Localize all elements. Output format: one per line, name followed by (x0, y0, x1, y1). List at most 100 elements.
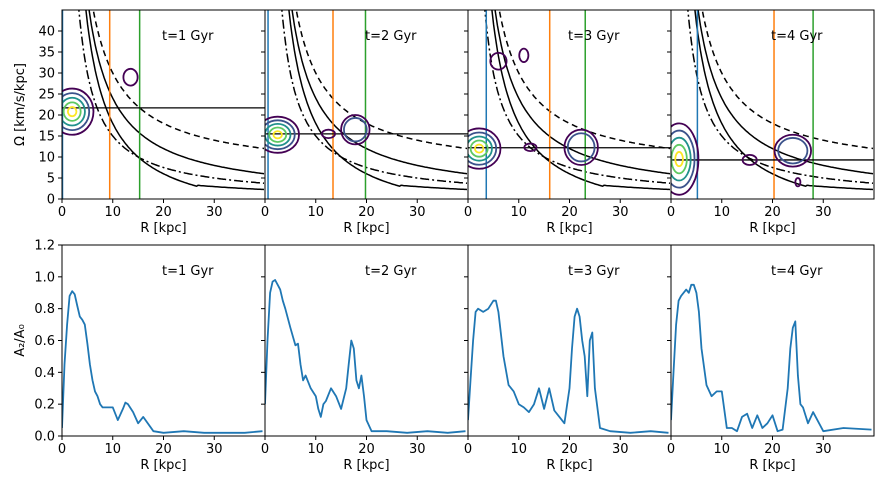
omega-panel-3-contour-blob-high-2-1 (518, 47, 530, 63)
omega-panel-4-xtick-label: 10 (713, 205, 730, 220)
a2-panel-3-xtick-label: 0 (464, 442, 472, 457)
omega-panel-1-omega-minus-kappa-curve (85, 10, 265, 191)
a2-panel-1-ytick-label: 0.8 (34, 302, 55, 317)
omega-panel-4-contour-bar-2 (671, 129, 696, 189)
a2-panel-2-xtick-label: 20 (358, 442, 375, 457)
a2-panel-1-title: t=1 Gyr (162, 264, 214, 279)
omega-panel-1-ytick-label: 5 (47, 172, 55, 187)
omega-panel-1-omega-minus-kappa-half-curve (78, 10, 265, 184)
a2-panel-4-title: t=4 Gyr (771, 264, 823, 279)
omega-panel-2-xtick-label: 0 (261, 205, 269, 220)
a2-panel-4-xtick-label: 10 (713, 442, 730, 457)
omega-panel-1-ytick-label: 0 (47, 193, 55, 208)
omega-panel-4-xtick-label: 0 (667, 205, 675, 220)
omega-panel-1-contour-bar-3 (62, 96, 86, 127)
omega-panel-3-contour-bar-5 (474, 143, 485, 154)
omega-panel-3-contour-blob-high-1 (489, 51, 508, 71)
omega-panel-2-omega-minus-kappa-half-curve (281, 10, 468, 184)
a2-panel-1-xlabel: R [kpc] (140, 458, 186, 473)
omega-panel-3-omega-curve (494, 10, 671, 175)
omega-panel-1-contour-bar-4 (62, 101, 82, 122)
a2-panel-2-xtick-label: 0 (261, 442, 269, 457)
a2-panel-3-xtick-label: 20 (561, 442, 578, 457)
a2-panel-3-a2-line (468, 299, 669, 434)
omega-panel-3-contour-bar-3 (468, 135, 493, 162)
omega-panel-1-contour-bar-5 (66, 106, 78, 118)
omega-panel-3-plot-area (468, 10, 671, 199)
omega-panel-4-contour-bar-4 (671, 143, 688, 175)
omega-panel-3-contour-ring-1 (563, 128, 599, 166)
omega-panel-3-xlabel: R [kpc] (546, 221, 592, 236)
omega-panel-1-ytick-label: 10 (38, 151, 55, 166)
a2-panel-4-a2-line (671, 283, 872, 433)
omega-panel-4-contour-blob-1 (741, 154, 758, 166)
a2-panel-1-ytick-label: 0.6 (34, 334, 55, 349)
omega-panel-1-plot-area (62, 10, 265, 199)
omega-panel-1-contour-bar-1 (62, 87, 95, 136)
a2-panel-3-xtick-label: 10 (510, 442, 527, 457)
a2-panel-1-ylabel: A₂/A₀ (13, 324, 28, 357)
omega-panel-2-omega-plus-kappa-curve (295, 10, 468, 150)
a2-panel-2-xlabel: R [kpc] (343, 458, 389, 473)
omega-panel-1-xtick-label: 30 (206, 205, 223, 220)
omega-panel-1-title: t=1 Gyr (162, 29, 214, 44)
omega-panel-1-ytick-label: 20 (38, 109, 55, 124)
omega-panel-2-contour-ring-1 (340, 114, 371, 146)
a2-panel-2-a2-line (265, 279, 466, 434)
a2-panel-1-ytick-label: 0.4 (34, 366, 55, 381)
omega-panel-1-ytick-label: 15 (38, 130, 55, 145)
omega-panel-3-omega-plus-kappa-curve (498, 10, 671, 150)
a2-panel-2-title: t=2 Gyr (365, 264, 417, 279)
omega-panel-2-title: t=2 Gyr (365, 29, 417, 44)
omega-panel-1-xtick-label: 0 (58, 205, 66, 220)
a2-panel-3-plot-area (468, 299, 669, 434)
a2-panel-4-plot-area (671, 283, 872, 433)
omega-panel-3-contour-bar-1 (468, 127, 502, 170)
omega-panel-1-ytick-label: 25 (38, 88, 55, 103)
omega-panel-4-contour-blob-low-1 (794, 177, 802, 188)
omega-panel-1-omega-plus-kappa-curve (92, 10, 265, 150)
a2-panel-1-ytick-label: 0.0 (34, 430, 55, 445)
a2-panel-1-a2-line (62, 290, 263, 434)
a2-panel-4-xtick-label: 30 (815, 442, 832, 457)
a2-panel-3-xlabel: R [kpc] (546, 458, 592, 473)
omega-panel-4-omega-minus-kappa-curve (694, 10, 874, 191)
omega-panel-2-omega-curve (291, 10, 468, 175)
omega-panel-1-omega-curve (88, 10, 265, 175)
a2-panel-3-xtick-label: 30 (612, 442, 629, 457)
omega-panel-2-contour-bar-4 (268, 126, 288, 143)
a2-panel-2-plot-area (265, 279, 466, 434)
omega-panel-2-contour-bar-1 (265, 115, 300, 154)
a2-panel-1-xtick-label: 10 (104, 442, 121, 457)
omega-panel-4-contour-bar-5 (674, 151, 684, 168)
a2-panel-1-xtick-label: 0 (58, 442, 66, 457)
omega-panel-4-omega-minus-kappa-half-curve (687, 10, 874, 184)
a2-panel-1-xtick-label: 30 (206, 442, 223, 457)
a2-panel-1-ytick-label: 0.2 (34, 398, 55, 413)
a2-panel-1-plot-area (62, 290, 263, 434)
omega-panel-1-ytick-label: 30 (38, 67, 55, 82)
omega-panel-1-xtick-label: 20 (155, 205, 172, 220)
a2-panel-4-xtick-label: 20 (764, 442, 781, 457)
omega-panel-1-contour-bar-2 (62, 92, 91, 132)
omega-panel-2-contour-ring-2 (343, 117, 368, 143)
a2-panel-4-xtick-label: 0 (667, 442, 675, 457)
omega-panel-1-ytick-label: 35 (38, 46, 55, 61)
omega-panel-4-xtick-label: 30 (815, 205, 832, 220)
omega-panel-4-omega-curve (697, 10, 874, 175)
omega-panel-4-xtick-label: 20 (764, 205, 781, 220)
omega-panel-1-contour-blob-1 (122, 67, 139, 87)
omega-panel-1-ylabel: Ω [km/s/kpc] (13, 63, 28, 146)
omega-panel-2-xtick-label: 10 (307, 205, 324, 220)
omega-panel-2-contour-bar-3 (265, 123, 292, 147)
a2-panel-1-ytick-label: 1.2 (34, 239, 55, 254)
a2-panel-2-xtick-label: 30 (409, 442, 426, 457)
a2-panel-4-xlabel: R [kpc] (749, 458, 795, 473)
omega-panel-4-xlabel: R [kpc] (749, 221, 795, 236)
omega-panel-3-contour-ring-2 (566, 132, 596, 163)
omega-panel-2-contour-bar-2 (265, 119, 296, 151)
omega-panel-2-plot-area (265, 10, 468, 199)
omega-panel-1-xlabel: R [kpc] (140, 221, 186, 236)
omega-panel-3-title: t=3 Gyr (568, 29, 620, 44)
